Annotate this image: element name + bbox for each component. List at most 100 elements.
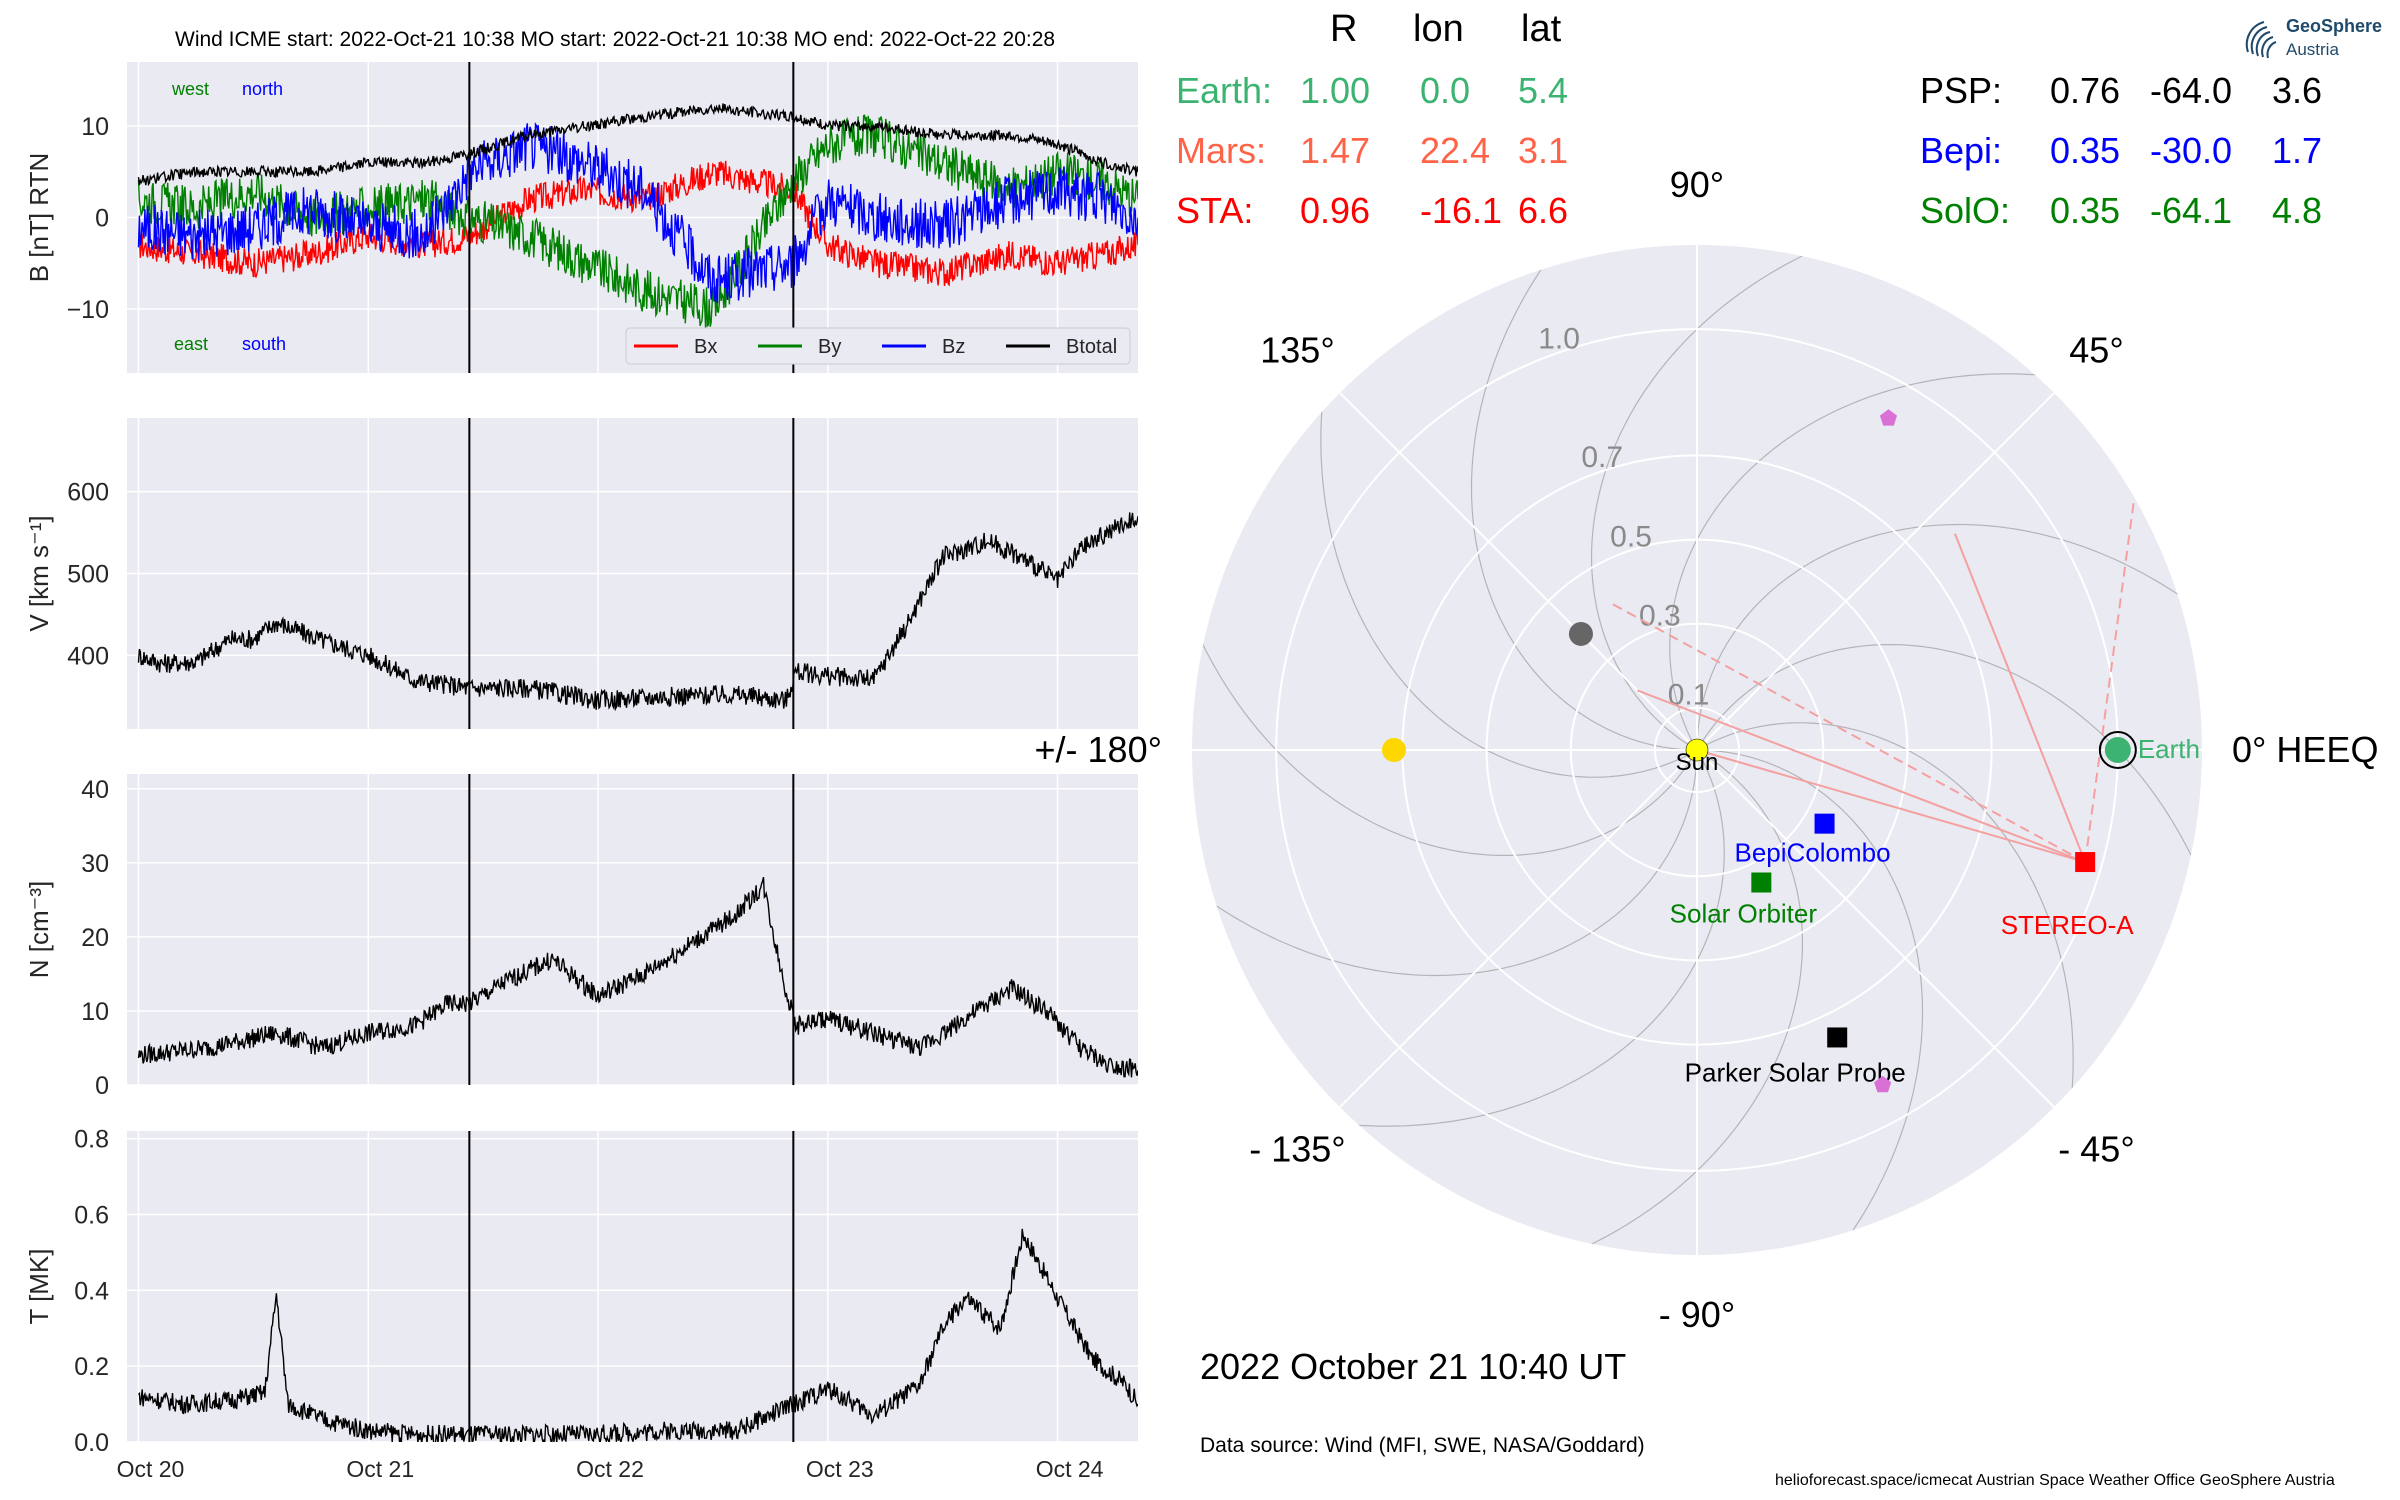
table-cell-r: 1.47 <box>1300 130 1371 171</box>
table-cell-name: Bepi: <box>1920 130 2003 171</box>
point-label: Solar Orbiter <box>1670 898 1818 928</box>
legend-label: Btotal <box>1066 336 1117 358</box>
y-tick-label: 0 <box>95 205 109 233</box>
point-label: Sun <box>1676 749 1719 776</box>
table-cell-lat: 3.6 <box>2272 70 2323 111</box>
logo-title: GeoSphere <box>2286 16 2383 36</box>
parker-spiral-line <box>1464 749 1803 1255</box>
table-cell-r: 0.35 <box>2050 130 2121 171</box>
parker-spiral-line <box>1320 280 1698 778</box>
table-cell-lon: -16.1 <box>1420 190 1503 231</box>
table-cell-name: Earth: <box>1176 70 1273 111</box>
legend: Bx By Bz Btotal <box>625 327 1131 365</box>
panel-background <box>127 774 1138 1085</box>
point-label: BepiColombo <box>1735 838 1891 868</box>
legend-box <box>625 327 1131 365</box>
y-axis-label: B [nT] RTN <box>24 153 54 283</box>
geosphere-logo: GeoSphere Austria <box>2240 12 2390 68</box>
angular-gridline <box>1696 392 2055 751</box>
table-cell-lat: 5.4 <box>1518 70 1569 111</box>
annotation-north: north <box>242 79 283 99</box>
sta-fov-line <box>1953 533 2087 863</box>
y-tick-label: 0.4 <box>74 1277 109 1305</box>
panel-background <box>127 1131 1138 1442</box>
table-cell-name: STA: <box>1176 190 1254 231</box>
point-label: STEREO-A <box>2001 910 2135 940</box>
angle-label: 90° <box>1670 164 1724 205</box>
series-line-by <box>137 114 1138 329</box>
angle-label: - 45° <box>2058 1129 2134 1170</box>
parker-spiral-line <box>1696 644 2202 983</box>
marker-earth <box>2104 737 2131 763</box>
series-line-speed <box>137 512 1138 712</box>
table-head-lon: lon <box>1413 8 1464 50</box>
y-axis-label: V [km s⁻¹] <box>24 515 54 631</box>
table-cell-lon: 22.4 <box>1420 130 1491 171</box>
x-tick-label: Oct 20 <box>117 1456 185 1482</box>
marker-parker-solar-probe <box>1827 1027 1848 1048</box>
table-cell-lat: 3.1 <box>1518 130 1569 171</box>
annotation-west: west <box>171 79 209 99</box>
marker-yellow-body <box>1382 738 1406 762</box>
parker-spiral-line <box>1697 749 1924 1255</box>
y-tick-label: 500 <box>67 561 109 589</box>
parker-spiral-line <box>1470 245 1697 751</box>
y-axis-label: N [cm⁻³] <box>24 881 54 979</box>
parker-spiral-line <box>1591 245 1930 751</box>
geosphere-logo-icon <box>2245 21 2277 59</box>
panel-temperature: 0.0 0.2 0.4 0.6 0.8 T [MK] <box>24 1126 1138 1457</box>
plot-date: 2022 October 21 10:40 UT <box>1200 1346 1627 1387</box>
legend-label: Bz <box>942 336 965 358</box>
sta-fov-line <box>2084 497 2136 863</box>
series-line-density <box>137 876 1138 1078</box>
parker-spiral-line <box>1192 750 1698 977</box>
y-tick-label: 0.0 <box>74 1429 109 1457</box>
marker-sun <box>1685 738 1709 762</box>
parker-spiral-line <box>1669 373 2167 751</box>
y-tick-label: 10 <box>81 113 109 141</box>
marker-mars-like-grey <box>1568 621 1593 646</box>
data-source: Data source: Wind (MFI, SWE, NASA/Goddar… <box>1200 1434 1645 1457</box>
series-line-btotal <box>137 103 1138 187</box>
x-tick-label: Oct 22 <box>576 1456 644 1482</box>
marker-solar-orbiter <box>1751 872 1772 893</box>
y-tick-label: 40 <box>81 776 109 804</box>
table-cell-r: 0.96 <box>1300 190 1371 231</box>
table-cell-r: 0.76 <box>2050 70 2121 111</box>
r-tick-label: 0.1 <box>1668 678 1710 711</box>
credits: helioforecast.space/icmecat Austrian Spa… <box>1775 1472 2335 1489</box>
panel-magnetic-field: −10 0 10 B [nT] RTN west north east south Bx By Bz… <box>24 62 1138 373</box>
sta-sun-line <box>1696 749 2086 863</box>
table-head-r: R <box>1330 8 1358 50</box>
sta-fov-line <box>1637 689 2086 863</box>
table-cell-lat: 1.7 <box>2272 130 2323 171</box>
table-cell-name: Mars: <box>1176 130 1266 171</box>
marker-bepicolombo <box>1814 813 1835 834</box>
angle-label: - 90° <box>1659 1294 1735 1335</box>
parker-spiral-line <box>1696 722 2074 1220</box>
table-cell-name: PSP: <box>1920 70 2003 111</box>
y-tick-label: 0 <box>95 1072 109 1100</box>
y-tick-label: 600 <box>67 479 109 507</box>
y-tick-label: 0.8 <box>74 1126 109 1154</box>
angle-label: 135° <box>1260 329 1334 370</box>
angle-label: +/- 180° <box>1035 729 1162 770</box>
table-cell-lon: -30.0 <box>2150 130 2233 171</box>
x-tick-label: Oct 24 <box>1036 1456 1104 1482</box>
sta-fov-line <box>1612 603 2086 863</box>
x-tick-label: Oct 23 <box>806 1456 874 1482</box>
parker-spiral-line <box>1227 749 1725 1127</box>
y-tick-label: 30 <box>81 850 109 878</box>
r-tick-label: 0.5 <box>1610 520 1652 553</box>
figure-title: Wind ICME start: 2022-Oct-21 10:38 MO st… <box>175 28 1056 51</box>
table-cell-lat: 4.8 <box>2272 190 2323 231</box>
angle-label: 0° HEEQ <box>2232 729 2378 770</box>
parker-spirals <box>1192 245 2202 1255</box>
table-cell-r: 0.35 <box>2050 190 2121 231</box>
marker-pentagon <box>1879 409 1897 426</box>
legend-label: Bx <box>694 336 717 358</box>
y-tick-label: 400 <box>67 642 109 670</box>
parker-spiral-line <box>1696 523 2202 750</box>
panel-density: 0 10 20 30 40 N [cm⁻³] <box>24 774 1138 1100</box>
